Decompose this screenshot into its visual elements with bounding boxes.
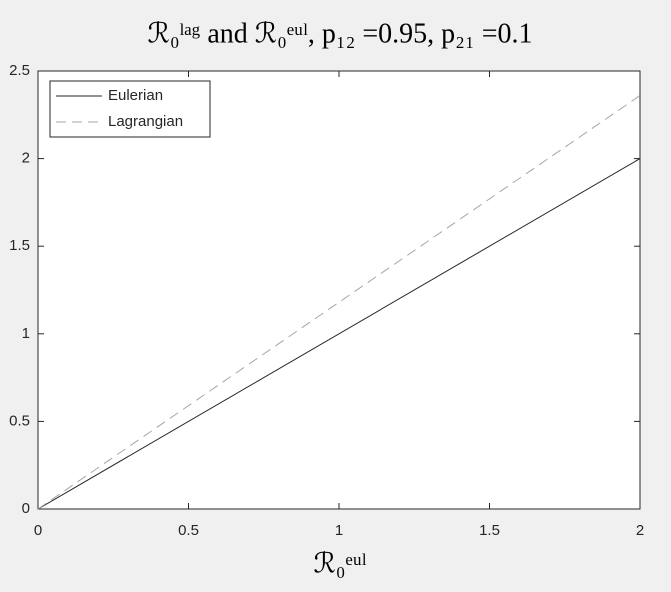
x-tick-label: 1.5 [479,522,500,539]
series-line [37,95,641,510]
y-tick-label: 1 [22,325,30,342]
chart-title: ℛ₀ˡᵃᵍ and ℛ₀ᵉᵘˡ, p₁₂ =0.95, p₂₁ =0.1 [148,18,533,49]
y-tick-label: 0 [22,500,30,517]
legend-label: Lagrangian [108,113,183,130]
y-tick-label: 0.5 [9,412,30,429]
legend-label: Eulerian [108,87,163,104]
axes-box [37,70,641,510]
x-axis-label: ℛ₀ᵉᵘˡ [313,548,366,579]
x-tick-label: 2 [636,522,644,539]
x-tick-label: 1 [335,522,343,539]
y-tick-label: 2 [22,150,30,167]
legend-box [49,80,211,138]
x-tick-label: 0.5 [178,522,199,539]
x-tick-label: 0 [34,522,42,539]
y-tick-label: 2.5 [9,62,30,79]
y-tick-label: 1.5 [9,237,30,254]
plot-area [38,71,640,509]
series-line [37,158,641,510]
